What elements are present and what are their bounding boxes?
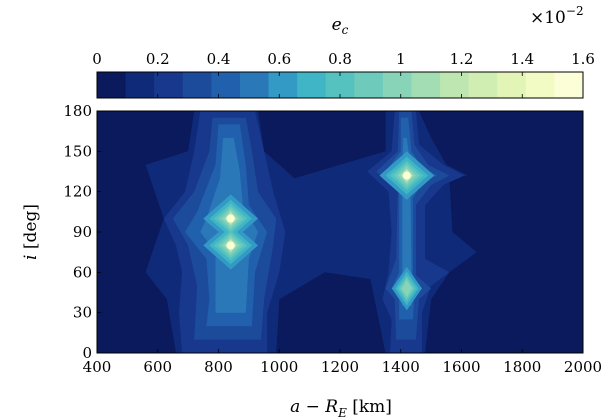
colorbar-swatch <box>554 72 584 98</box>
colorbar-tick-label: 0.4 <box>207 50 231 68</box>
colorbar-swatch <box>154 72 184 98</box>
y-tick-label: 60 <box>73 263 92 281</box>
colorbar-tick-label: 0.6 <box>267 50 291 68</box>
y-tick-label: 180 <box>63 102 92 120</box>
x-tick-label: 1200 <box>321 358 359 376</box>
contour-peak <box>226 241 235 250</box>
y-tick-label: 120 <box>63 183 92 201</box>
colorbar-tick-label: 0 <box>92 50 102 68</box>
x-axis-label: a − RE [km] <box>290 397 392 419</box>
x-tick-label: 1400 <box>382 358 420 376</box>
colorbar-tick-label: 0.2 <box>146 50 170 68</box>
colorbar-swatch <box>182 72 212 98</box>
x-tick-label: 1600 <box>442 358 480 376</box>
colorbar-tick-label: 1.6 <box>571 50 595 68</box>
contour-peak <box>404 285 410 291</box>
x-tick-label: 2000 <box>564 358 602 376</box>
y-tick-label: 0 <box>82 344 92 362</box>
colorbar-tick-label: 0.8 <box>328 50 352 68</box>
x-axis-tick-labels: 400 600 800 1000 1200 1400 1600 1800 2000 <box>83 358 602 376</box>
colorbar <box>96 71 584 99</box>
colorbar-tick-label: 1.2 <box>450 50 474 68</box>
y-tick-label: 30 <box>73 304 92 322</box>
colorbar-swatch <box>411 72 441 98</box>
colorbar-swatch <box>354 72 384 98</box>
colorbar-swatch <box>297 72 327 98</box>
colorbar-swatch <box>440 72 470 98</box>
contour-peak <box>402 171 411 180</box>
colorbar-swatch <box>211 72 241 98</box>
y-tick-label: 150 <box>63 142 92 160</box>
colorbar-swatch <box>125 72 155 98</box>
x-tick-label: 400 <box>83 358 112 376</box>
colorbar-swatch <box>468 72 498 98</box>
x-tick-label: 1000 <box>260 358 298 376</box>
colorbar-tick-labels: 0 0.2 0.4 0.6 0.8 1 1.2 1.4 1.6 <box>92 50 595 68</box>
contour-peak <box>226 214 235 223</box>
colorbar-tick-label: 1 <box>396 50 406 68</box>
y-tick-label: 90 <box>73 223 92 241</box>
y-axis-tick-labels: 0 30 60 90 120 150 180 <box>63 102 92 362</box>
colorbar-swatch <box>497 72 527 98</box>
colorbar-swatch <box>268 72 298 98</box>
colorbar-tick-label: 1.4 <box>510 50 534 68</box>
x-tick-label: 1800 <box>503 358 541 376</box>
colorbar-swatch <box>325 72 355 98</box>
plot-area <box>96 110 584 354</box>
colorbar-swatch <box>525 72 556 98</box>
colorbar-swatch <box>239 72 270 98</box>
y-axis-label: i [deg] <box>21 204 41 260</box>
colorbar-multiplier: ×10−2 <box>530 4 584 28</box>
colorbar-swatch <box>382 72 413 98</box>
colorbar-swatch <box>97 72 127 98</box>
x-tick-label: 800 <box>204 358 233 376</box>
colorbar-title: ec <box>332 15 349 37</box>
x-tick-label: 600 <box>143 358 172 376</box>
